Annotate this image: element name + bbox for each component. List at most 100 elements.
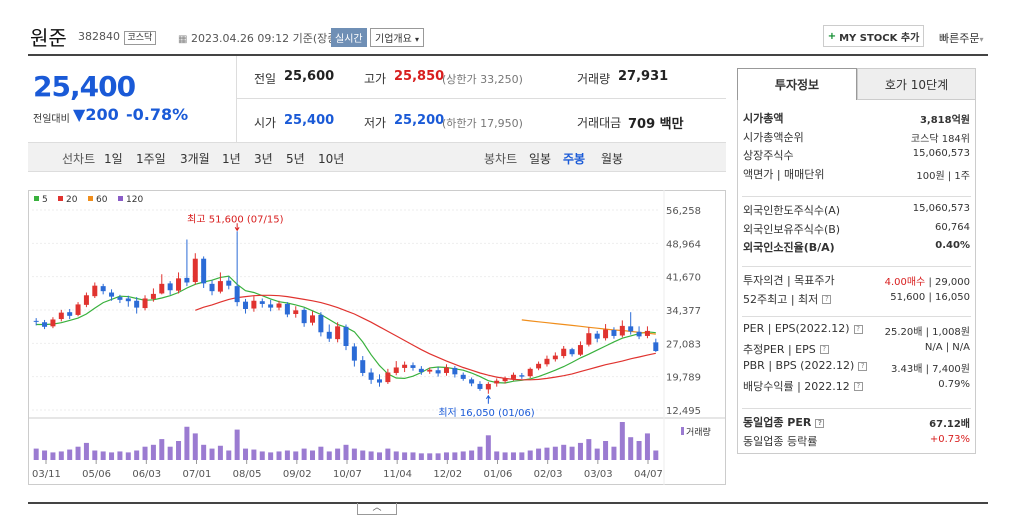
info-label: 외국인보유주식수(B) — [743, 222, 841, 236]
volume-bar — [385, 448, 391, 460]
candle-body — [351, 346, 357, 361]
low-label: 저가 — [364, 116, 387, 130]
period-3m[interactable]: 3개월 — [180, 152, 210, 166]
volume-bar — [611, 446, 617, 460]
high-label: 고가 — [364, 72, 387, 86]
info-label: 시가총액순위 — [743, 130, 804, 144]
volume-bar — [293, 451, 299, 460]
help-icon[interactable]: ? — [853, 382, 863, 391]
help-icon[interactable]: ? — [819, 345, 829, 354]
info-value: 25.20배 | 1,008원 — [884, 327, 970, 338]
prev-close-label: 전일 — [254, 72, 277, 86]
volume-bar — [58, 451, 64, 460]
volume-bar — [494, 451, 500, 460]
period-3y[interactable]: 3년 — [254, 152, 273, 166]
candle-body — [519, 375, 525, 377]
help-icon[interactable]: ? — [858, 361, 868, 371]
volume-bar — [485, 435, 491, 460]
volume-bar — [619, 422, 625, 460]
candle-body — [510, 374, 516, 379]
tab-order-book[interactable]: 호가 10단계 — [857, 68, 976, 100]
volume-bar — [544, 447, 550, 460]
candle-body — [376, 379, 382, 383]
info-value: 0.79% — [938, 378, 970, 390]
company-info-button[interactable]: 기업개요 ▾ — [370, 28, 425, 47]
collapse-toggle[interactable]: ︿ — [357, 503, 397, 515]
info-label: 외국인소진율(B/A) — [743, 241, 835, 254]
candle-body — [117, 297, 123, 300]
period-1d[interactable]: 1일 — [104, 152, 123, 166]
my-stock-add-button[interactable]: + MY STOCK 추가 — [823, 25, 924, 47]
stock-name: 원준 — [30, 26, 67, 50]
y-tick-label: 41,670 — [666, 273, 701, 284]
panel-divider — [742, 196, 971, 197]
candle-body — [259, 301, 265, 304]
volume-legend-swatch — [681, 427, 684, 435]
y-tick-label: 12,495 — [666, 406, 701, 417]
candle-body — [494, 380, 500, 384]
candle-body — [276, 303, 282, 308]
info-label: 52주최고 | 최저? — [743, 291, 832, 307]
volume-bar — [469, 450, 475, 460]
help-icon[interactable]: ? — [822, 295, 832, 304]
y-tick-label: 27,083 — [666, 339, 701, 350]
candle-body — [326, 331, 332, 339]
period-5y[interactable]: 5년 — [286, 152, 305, 166]
candle-body — [50, 319, 56, 327]
volume-bar — [452, 452, 458, 460]
up-arrow-icon — [485, 394, 491, 404]
upper-limit: (상한가 33,250) — [442, 73, 523, 86]
y-tick-label: 34,377 — [666, 306, 701, 317]
volume-bar — [92, 450, 98, 460]
candle-monthly[interactable]: 월봉 — [601, 152, 624, 166]
volume-bar — [276, 451, 282, 460]
realtime-button[interactable]: 실시간 — [331, 28, 367, 47]
volume-bar — [561, 444, 567, 460]
candle-body — [368, 372, 374, 380]
info-value: 67.12배 — [929, 419, 970, 430]
candle-body — [536, 363, 542, 369]
x-tick-label: 03/11 — [32, 469, 61, 480]
volume-bar — [100, 451, 106, 460]
candle-body — [644, 330, 650, 336]
volume-bar — [402, 452, 408, 460]
candle-body — [653, 342, 659, 352]
period-1w[interactable]: 1주일 — [136, 152, 166, 166]
volume-bar — [184, 426, 190, 460]
candle-body — [134, 300, 140, 308]
volume-value: 27,931 — [618, 69, 669, 84]
high-value: 25,850 — [394, 69, 445, 84]
candle-body — [443, 367, 449, 373]
candle-body — [611, 330, 617, 336]
top-divider — [28, 54, 988, 56]
info-label: 투자의견 | 목표주가 — [743, 274, 835, 287]
x-tick-label: 01/06 — [484, 469, 513, 480]
help-icon[interactable]: ? — [853, 324, 863, 334]
volume-bar — [552, 446, 558, 460]
candle-body — [100, 286, 106, 292]
volume-bar — [376, 452, 382, 460]
period-1y[interactable]: 1년 — [222, 152, 241, 166]
stock-code: 382840 코스닥 — [78, 30, 157, 45]
candle-body — [310, 315, 316, 323]
change-percent: -0.78% — [126, 105, 189, 124]
quick-order-link[interactable]: 빠른주문▾ — [939, 32, 984, 45]
candle-weekly[interactable]: 주봉 — [563, 152, 586, 166]
info-value: 0.40% — [935, 240, 970, 251]
lower-limit: (하한가 17,950) — [442, 117, 523, 130]
price-chart[interactable]: 56,258 48,964 41,670 34,377 27,083 19,789 12,4… — [28, 190, 726, 485]
tab-investment-info[interactable]: 투자정보 — [737, 68, 857, 100]
candle-daily[interactable]: 일봉 — [529, 152, 552, 166]
period-10y[interactable]: 10년 — [318, 152, 345, 166]
down-arrow-icon — [234, 223, 240, 232]
help-icon[interactable]: ? — [815, 418, 825, 428]
candle-body — [636, 331, 642, 337]
down-arrow-icon: ▼ — [73, 105, 86, 124]
volume-bar — [67, 449, 73, 460]
volume-bar — [167, 446, 173, 460]
volume-bar — [318, 446, 324, 460]
candle-body — [393, 367, 399, 373]
volume-bar — [226, 450, 232, 460]
volume-bar — [360, 450, 366, 460]
info-value: 코스닥 184위 — [910, 133, 970, 145]
